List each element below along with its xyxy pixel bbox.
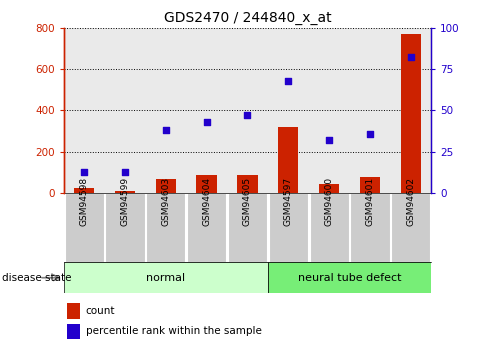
Point — [162, 128, 170, 133]
Text: percentile rank within the sample: percentile rank within the sample — [86, 326, 262, 336]
Point — [244, 112, 251, 118]
Text: GSM94601: GSM94601 — [366, 177, 374, 226]
Text: GSM94600: GSM94600 — [324, 177, 334, 226]
Bar — [278, 127, 298, 193]
Bar — [228, 193, 267, 262]
Bar — [268, 262, 431, 293]
Point — [284, 78, 292, 83]
Bar — [401, 34, 421, 193]
Bar — [186, 28, 227, 193]
Bar — [68, 304, 80, 319]
Text: GSM94603: GSM94603 — [161, 177, 171, 226]
Bar — [391, 28, 431, 193]
Title: GDS2470 / 244840_x_at: GDS2470 / 244840_x_at — [164, 11, 331, 25]
Point — [203, 119, 211, 125]
Text: GSM94605: GSM94605 — [243, 177, 252, 226]
Bar — [349, 28, 391, 193]
Bar — [196, 175, 217, 193]
Bar — [146, 28, 186, 193]
Text: GSM94597: GSM94597 — [284, 177, 293, 226]
Bar — [156, 179, 176, 193]
Text: neural tube defect: neural tube defect — [298, 273, 401, 283]
Bar — [65, 193, 104, 262]
Bar — [237, 175, 258, 193]
Point — [366, 131, 374, 136]
Text: count: count — [86, 306, 115, 316]
Text: GSM94604: GSM94604 — [202, 177, 211, 226]
Bar — [74, 188, 94, 193]
Bar — [360, 177, 380, 193]
Bar — [146, 193, 185, 262]
Bar — [391, 193, 430, 262]
Bar — [319, 184, 339, 193]
Bar — [268, 28, 309, 193]
Bar — [227, 28, 268, 193]
Point — [80, 169, 88, 175]
Bar — [104, 28, 146, 193]
Text: GSM94599: GSM94599 — [121, 177, 129, 226]
Text: GSM94602: GSM94602 — [406, 177, 416, 226]
Bar — [309, 28, 349, 193]
Bar — [68, 324, 80, 339]
Text: GSM94598: GSM94598 — [79, 177, 89, 226]
Point — [325, 137, 333, 143]
Point — [407, 55, 415, 60]
Bar — [310, 193, 349, 262]
Text: disease state: disease state — [2, 273, 72, 283]
Text: normal: normal — [146, 273, 185, 283]
Bar — [269, 193, 308, 262]
Bar — [64, 28, 104, 193]
Bar — [115, 191, 135, 193]
Bar — [105, 193, 145, 262]
Point — [121, 169, 129, 175]
Bar — [350, 193, 390, 262]
Bar — [64, 262, 268, 293]
Bar — [187, 193, 226, 262]
